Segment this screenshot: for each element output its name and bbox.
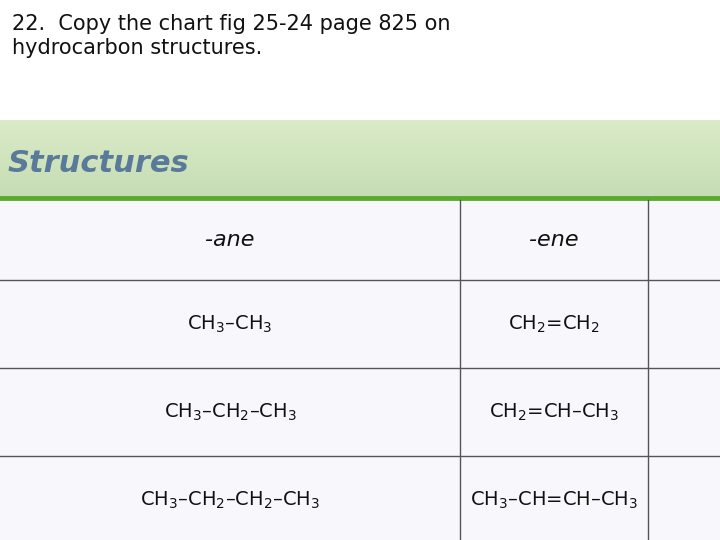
Bar [0, 138, 720, 140]
Bar [0, 134, 720, 137]
Bar [0, 190, 720, 192]
Text: 22.  Copy the chart fig 25-24 page 825 on: 22. Copy the chart fig 25-24 page 825 on [12, 14, 451, 34]
Bar [0, 154, 720, 157]
Bar [0, 152, 720, 154]
Bar [0, 182, 720, 185]
Bar [0, 146, 720, 148]
Text: hydrocarbon structures.: hydrocarbon structures. [12, 38, 262, 58]
Bar [0, 188, 720, 191]
Bar [0, 158, 720, 160]
Text: -ene: -ene [529, 230, 579, 250]
Text: CH$_2$=CH$_2$: CH$_2$=CH$_2$ [508, 313, 600, 335]
Bar [0, 200, 720, 540]
Bar [0, 140, 720, 143]
Bar [0, 180, 720, 183]
Bar [0, 186, 720, 188]
Bar [0, 128, 720, 131]
Bar [0, 184, 720, 186]
Bar [0, 144, 720, 146]
Bar [0, 170, 720, 172]
Bar [0, 192, 720, 194]
Text: CH$_3$–CH$_2$–CH$_3$: CH$_3$–CH$_2$–CH$_3$ [163, 401, 297, 423]
Bar [0, 168, 720, 171]
Bar [0, 164, 720, 166]
Bar [0, 132, 720, 134]
Bar [0, 160, 720, 163]
Text: CH$_3$–CH$_2$–CH$_2$–CH$_3$: CH$_3$–CH$_2$–CH$_2$–CH$_3$ [140, 489, 320, 511]
Bar [0, 130, 720, 132]
Bar [0, 178, 720, 180]
Bar [0, 148, 720, 151]
Bar [0, 174, 720, 177]
Text: Structures: Structures [8, 150, 189, 179]
Bar [0, 142, 720, 145]
Text: CH$_3$–CH$_3$: CH$_3$–CH$_3$ [187, 313, 273, 335]
Bar [0, 196, 720, 199]
Bar [0, 120, 720, 123]
Bar [0, 172, 720, 174]
Bar [0, 156, 720, 159]
Bar [0, 150, 720, 152]
Bar [0, 176, 720, 179]
Bar [0, 166, 720, 168]
Text: -ane: -ane [205, 230, 255, 250]
Text: CH$_2$=CH–CH$_3$: CH$_2$=CH–CH$_3$ [489, 401, 619, 423]
Bar [0, 136, 720, 138]
Bar [0, 124, 720, 126]
Bar [0, 122, 720, 125]
Text: CH$_3$–CH=CH–CH$_3$: CH$_3$–CH=CH–CH$_3$ [470, 489, 638, 511]
Bar [0, 162, 720, 165]
Bar [0, 126, 720, 129]
Bar [0, 198, 720, 200]
Bar [0, 194, 720, 197]
